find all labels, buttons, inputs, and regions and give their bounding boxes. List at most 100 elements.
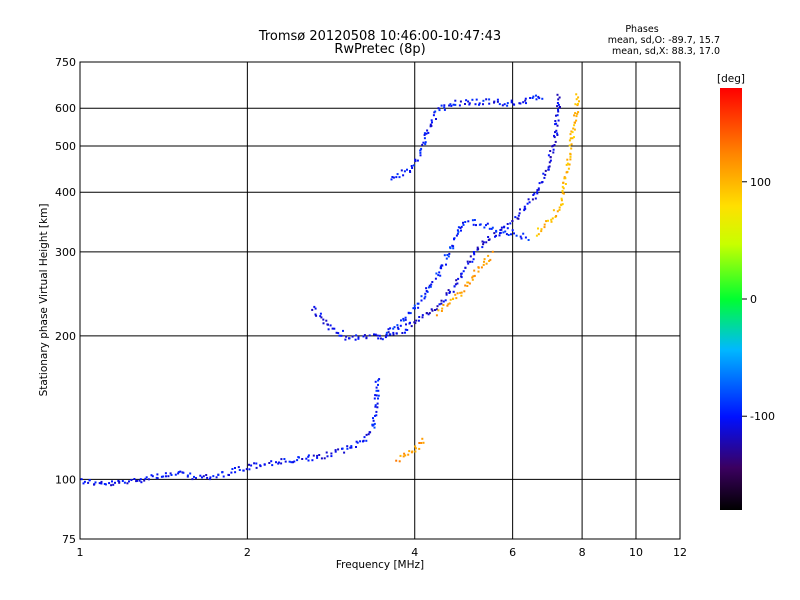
data-point xyxy=(108,482,111,485)
data-point xyxy=(527,239,530,241)
data-point xyxy=(212,475,215,478)
data-point xyxy=(314,307,317,310)
data-point xyxy=(475,98,478,101)
data-point xyxy=(454,283,457,286)
data-point xyxy=(424,141,427,144)
y-axis-label: Stationary phase Virtual Height [km] xyxy=(38,204,50,397)
data-point xyxy=(522,232,525,235)
data-point xyxy=(393,326,396,329)
data-point xyxy=(410,325,413,328)
data-point xyxy=(414,322,417,325)
data-point xyxy=(524,207,527,210)
data-point xyxy=(473,269,476,272)
data-point xyxy=(482,103,484,106)
data-point xyxy=(242,469,245,472)
data-point xyxy=(100,480,103,483)
data-point xyxy=(440,302,443,305)
data-point xyxy=(462,270,465,273)
data-point xyxy=(449,298,452,301)
data-point xyxy=(351,335,354,338)
data-point xyxy=(543,176,546,179)
data-point xyxy=(189,472,192,475)
data-point xyxy=(538,182,541,185)
data-point xyxy=(82,482,85,485)
data-point xyxy=(402,455,405,458)
data-point xyxy=(139,478,142,481)
data-point xyxy=(446,254,449,256)
data-point xyxy=(553,134,555,137)
colorbar xyxy=(720,88,742,510)
data-point xyxy=(538,97,541,100)
data-point xyxy=(566,158,569,161)
data-point xyxy=(338,334,341,337)
data-point xyxy=(404,316,407,319)
data-point xyxy=(503,226,505,229)
data-point xyxy=(151,475,154,478)
data-point xyxy=(150,474,153,477)
data-point xyxy=(384,336,387,339)
data-point xyxy=(510,101,513,104)
data-point xyxy=(477,248,480,251)
data-point xyxy=(112,483,115,486)
data-point xyxy=(510,233,512,236)
data-point xyxy=(248,463,250,466)
data-point xyxy=(156,473,159,476)
data-point xyxy=(174,473,177,476)
data-point xyxy=(334,450,337,453)
data-point xyxy=(245,468,248,471)
data-point xyxy=(469,255,472,258)
data-point xyxy=(421,143,424,146)
data-point xyxy=(448,252,451,255)
data-point xyxy=(440,299,443,302)
data-point xyxy=(403,170,406,173)
data-point xyxy=(455,297,458,300)
data-point xyxy=(337,448,340,451)
data-point xyxy=(454,293,457,296)
data-point xyxy=(490,227,493,230)
data-point xyxy=(432,114,435,117)
data-point xyxy=(561,192,564,195)
data-point xyxy=(577,96,580,99)
data-point xyxy=(133,478,136,480)
data-point xyxy=(376,334,379,337)
data-point xyxy=(314,313,317,316)
data-point xyxy=(375,414,378,417)
data-point xyxy=(399,324,402,327)
data-point xyxy=(517,214,520,217)
x-tick-label: 8 xyxy=(579,546,586,559)
data-point xyxy=(400,319,402,322)
data-point xyxy=(457,230,460,233)
data-point xyxy=(552,151,555,154)
data-point xyxy=(293,460,296,463)
data-point xyxy=(421,314,424,317)
data-point xyxy=(320,316,323,319)
data-point xyxy=(569,158,572,161)
data-point xyxy=(503,103,506,106)
data-point xyxy=(238,469,241,471)
data-point xyxy=(407,311,410,314)
data-point xyxy=(439,265,442,268)
data-point xyxy=(543,223,546,226)
data-point xyxy=(396,173,399,176)
data-point xyxy=(473,253,476,256)
data-point xyxy=(305,457,308,460)
data-point xyxy=(296,459,299,462)
data-point xyxy=(482,99,485,102)
grid-lines xyxy=(79,61,681,540)
data-point xyxy=(312,454,315,457)
data-point xyxy=(486,222,489,225)
data-point xyxy=(504,230,507,233)
data-point xyxy=(526,202,529,205)
data-point xyxy=(377,397,379,400)
data-point xyxy=(556,102,559,104)
x-tick-label: 12 xyxy=(673,546,687,559)
data-point xyxy=(325,319,328,322)
data-point xyxy=(357,337,360,340)
data-point xyxy=(182,471,185,474)
data-point xyxy=(259,465,262,468)
data-point xyxy=(473,219,476,221)
data-point xyxy=(549,150,552,152)
data-point xyxy=(573,128,576,131)
data-point xyxy=(145,476,148,479)
x-tick-label: 6 xyxy=(509,546,516,559)
